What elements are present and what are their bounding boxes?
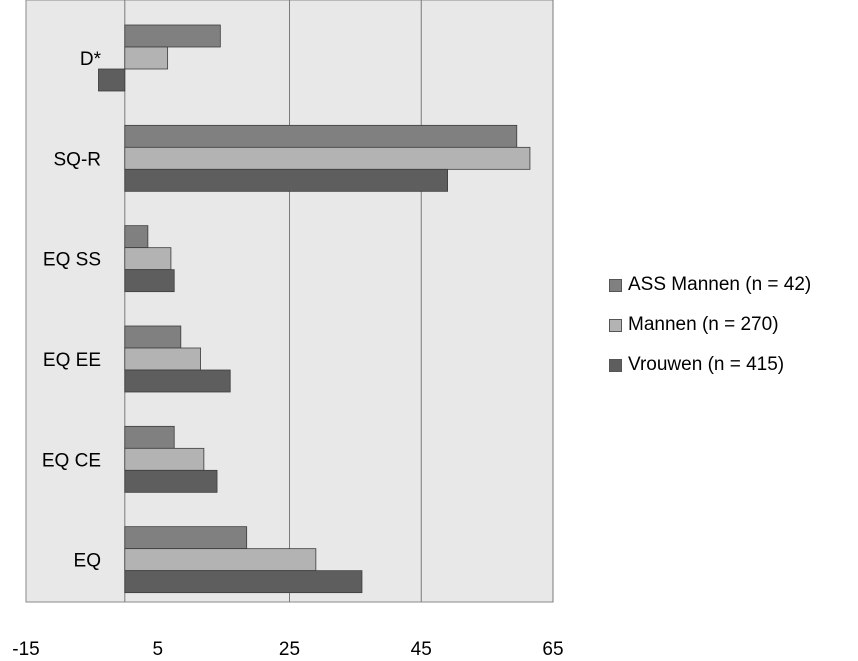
bar [124, 469, 218, 493]
gridlines [124, 0, 554, 602]
bars [98, 24, 531, 594]
legend-label: ASS Mannen (n = 42) [628, 274, 812, 295]
x-tick-label: 45 [411, 639, 432, 660]
legend-swatch [609, 278, 622, 292]
legend: ASS Mannen (n = 42) Mannen (n = 270) Vro… [609, 265, 811, 385]
bar [124, 168, 449, 192]
bar [124, 247, 172, 271]
category-label: D* [80, 49, 102, 70]
bar [124, 548, 317, 572]
bar [124, 447, 205, 471]
bar [98, 68, 126, 92]
bar [124, 325, 182, 349]
legend-swatch [609, 318, 622, 332]
legend-item-mannen: Mannen (n = 270) [609, 305, 811, 345]
bar [124, 24, 221, 48]
legend-item-vrouwen: Vrouwen (n = 415) [609, 345, 811, 385]
bar [124, 269, 175, 293]
legend-label: Mannen (n = 270) [628, 314, 779, 335]
bar [124, 225, 149, 249]
category-labels: D* SQ-R EQ SS EQ EE EQ CE EQ [42, 49, 102, 572]
bar [124, 570, 363, 594]
bar [124, 46, 169, 70]
x-tick-label: 65 [542, 639, 563, 660]
bar [124, 526, 248, 550]
category-label: SQ-R [54, 149, 102, 170]
bar [124, 124, 518, 148]
bar [124, 425, 175, 449]
category-label: EQ CE [42, 450, 101, 471]
x-tick-label: 5 [152, 639, 163, 660]
x-tick-label: -15 [12, 639, 39, 660]
category-label: EQ EE [43, 350, 101, 371]
legend-swatch [609, 358, 622, 372]
category-label: EQ [74, 551, 101, 572]
x-axis-tick-labels: -15 5 25 45 65 [12, 639, 563, 660]
bar [124, 369, 231, 393]
legend-label: Vrouwen (n = 415) [628, 354, 785, 375]
x-tick-label: 25 [279, 639, 300, 660]
legend-item-ass-mannen: ASS Mannen (n = 42) [609, 265, 811, 305]
bar [124, 347, 201, 371]
bar [124, 146, 531, 170]
category-label: EQ SS [43, 250, 101, 271]
